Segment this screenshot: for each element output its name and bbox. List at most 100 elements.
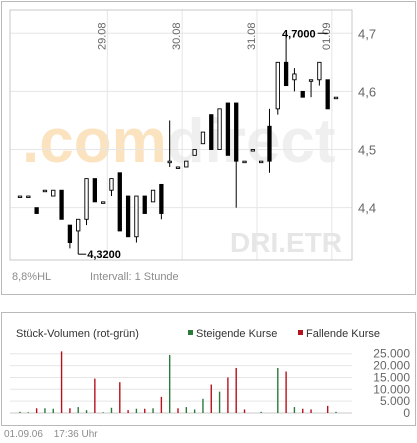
- range-percent-label: 8,8%HL: [12, 271, 51, 283]
- price-candle: [175, 166, 181, 169]
- candle-body-up: [217, 108, 222, 150]
- price-candle: [101, 201, 106, 204]
- price-candle: [159, 183, 164, 220]
- candle-body-down: [34, 207, 39, 214]
- price-candle: [300, 90, 305, 98]
- volume-chart: Stück-Volumen (rot-grün) Steigende Kurse F…: [10, 328, 410, 420]
- price-candle: [267, 108, 272, 173]
- max-annotation-label: 4,7000: [282, 28, 316, 40]
- candle-body-up: [109, 178, 114, 191]
- candle-body-down: [325, 79, 330, 110]
- candle-body-up: [200, 131, 206, 145]
- candle-body-up: [308, 79, 314, 82]
- candle-body-up: [167, 160, 172, 164]
- price-candle: [192, 149, 197, 156]
- candle-body-up: [292, 73, 297, 81]
- volume-ytick-label: 10.000: [373, 382, 410, 396]
- price-candle: [209, 114, 214, 150]
- candle-body-up: [51, 189, 56, 197]
- price-candle: [117, 172, 122, 232]
- watermark-prefix: .com: [22, 107, 167, 176]
- candle-body-up: [42, 189, 48, 193]
- footer-time: 17:36 Uhr: [53, 429, 98, 440]
- candle-body-down: [234, 102, 239, 162]
- price-candle: [84, 178, 89, 226]
- candle-body-down: [59, 189, 64, 220]
- candle-body-up: [84, 178, 89, 220]
- price-candle: [59, 189, 64, 220]
- price-candle: [109, 178, 114, 197]
- interval-label: Intervall: 1 Stunde: [90, 271, 179, 283]
- price-candle: [67, 224, 73, 249]
- candle-body-up: [175, 166, 181, 169]
- price-candle: [125, 195, 131, 238]
- candle-body-up: [134, 195, 139, 238]
- volume-ytick-label: 15.000: [373, 370, 410, 384]
- candle-body-down: [159, 183, 164, 214]
- price-candle: [17, 195, 23, 198]
- price-ytick-label: 4,4: [358, 201, 376, 216]
- price-candle: [317, 61, 322, 86]
- candle-body-up: [250, 149, 255, 152]
- price-candle: [275, 61, 280, 115]
- price-candle: [92, 178, 97, 203]
- candle-body-up: [259, 160, 264, 164]
- price-candle: [259, 160, 264, 164]
- comdirect-watermark: .comdirect: [22, 107, 336, 176]
- candle-body-up: [275, 61, 280, 110]
- price-candle: [242, 160, 247, 164]
- day-label: 30.08: [171, 22, 183, 50]
- price-candle: [250, 149, 255, 152]
- min-annotation-label: 4,3200: [87, 249, 121, 261]
- legend-swatch-rising: [188, 330, 193, 335]
- legend-label-rising: Steigende Kurse: [196, 328, 277, 340]
- candle-body-up: [184, 160, 189, 168]
- watermark-suffix: direct: [167, 107, 336, 176]
- price-candle: [42, 189, 48, 193]
- candle-body-down: [225, 102, 231, 156]
- price-ytick-label: 4,6: [358, 84, 376, 99]
- price-candle: [34, 207, 39, 214]
- candle-body-up: [17, 195, 23, 198]
- candle-body-up: [26, 195, 31, 198]
- price-candle: [225, 102, 231, 156]
- price-ytick-label: 4,5: [358, 143, 376, 158]
- candle-body-down: [267, 125, 272, 162]
- price-candle: [292, 68, 297, 92]
- candle-body-up: [242, 160, 247, 164]
- price-ytick-label: 4,7: [358, 26, 376, 41]
- price-candle: [184, 160, 189, 168]
- price-candle: [200, 131, 206, 145]
- volume-chart-panel: Stück-Volumen (rot-grün) Steigende Kurse F…: [1, 312, 416, 426]
- day-label: 29.08: [96, 22, 108, 50]
- legend-swatch-falling: [298, 330, 303, 335]
- price-candle: [217, 108, 222, 150]
- price-chart-panel: .comdirect DRI.ETR 4,7 4,6 4,5 4,4 29.08 30.08 3…: [1, 1, 416, 295]
- candle-body-up: [333, 96, 339, 100]
- candle-body-down: [125, 195, 131, 238]
- volume-ytick-label: 20.000: [373, 359, 410, 373]
- price-candle: [167, 120, 172, 167]
- price-candle: [76, 218, 81, 255]
- volume-ytick-label: 0: [403, 406, 410, 420]
- footer-date: 01.09.06: [4, 429, 43, 440]
- candle-body-down: [283, 61, 289, 87]
- candle-body-down: [92, 178, 97, 203]
- candle-body-up: [317, 61, 322, 81]
- candle-body-up: [150, 189, 156, 203]
- price-candle: [26, 195, 31, 198]
- candle-body-up: [76, 218, 81, 232]
- price-candle: [283, 33, 289, 87]
- volume-ytick-label: 5.000: [380, 394, 410, 408]
- price-candle: [142, 195, 147, 214]
- price-candle: [134, 195, 139, 243]
- candle-body-down: [117, 172, 122, 232]
- candle-body-up: [101, 201, 106, 204]
- price-candle: [308, 79, 314, 98]
- day-label: 01.09: [321, 22, 333, 50]
- price-candle: [325, 79, 330, 110]
- price-candle: [333, 96, 339, 100]
- symbol-watermark: DRI.ETR: [230, 227, 342, 258]
- volume-ytick-label: 25.000: [373, 347, 410, 361]
- legend-label-falling: Fallende Kurse: [306, 328, 380, 340]
